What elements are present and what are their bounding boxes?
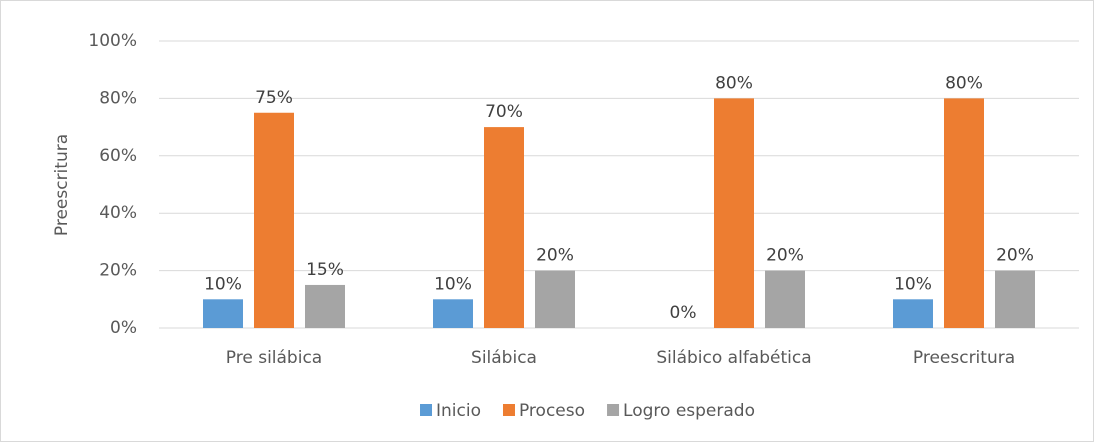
bar [995,270,1035,328]
bar [535,270,575,328]
x-tick-label: Silábica [471,348,537,368]
value-label: 10% [204,274,242,294]
value-label: 20% [996,246,1034,266]
bar [433,299,473,328]
y-axis-label: Preescritura [52,134,72,236]
value-label: 75% [255,88,293,108]
y-tick-label: 60% [99,146,137,166]
bar [305,284,345,328]
bar [254,112,294,328]
bar [714,98,754,329]
y-tick-label: 0% [110,318,137,338]
value-label: 70% [485,102,523,122]
legend-swatch [607,404,620,416]
y-tick-label: 100% [88,31,137,51]
legend-label: Logro esperado [623,401,755,421]
y-tick-label: 40% [99,203,137,223]
value-label: 20% [536,246,574,266]
value-label: 15% [306,260,344,280]
x-tick-label: Silábico alfabética [656,348,811,368]
x-tick-label: Preescritura [913,348,1015,368]
value-label: 80% [715,73,753,93]
legend-swatch [420,404,433,416]
value-label: 80% [945,73,983,93]
bar [484,127,524,328]
bar [893,299,933,328]
legend-swatch [502,404,515,416]
value-label: 10% [894,274,932,294]
value-label: 0% [670,303,697,323]
value-label: 20% [766,246,804,266]
legend-label: Proceso [519,401,585,421]
bar [765,270,805,328]
x-tick-label: Pre silábica [226,348,322,368]
legend-label: Inicio [436,401,481,421]
bar [944,98,984,329]
y-tick-label: 20% [99,261,137,281]
value-label: 10% [434,274,472,294]
y-tick-label: 80% [99,88,137,108]
bar [203,299,243,328]
